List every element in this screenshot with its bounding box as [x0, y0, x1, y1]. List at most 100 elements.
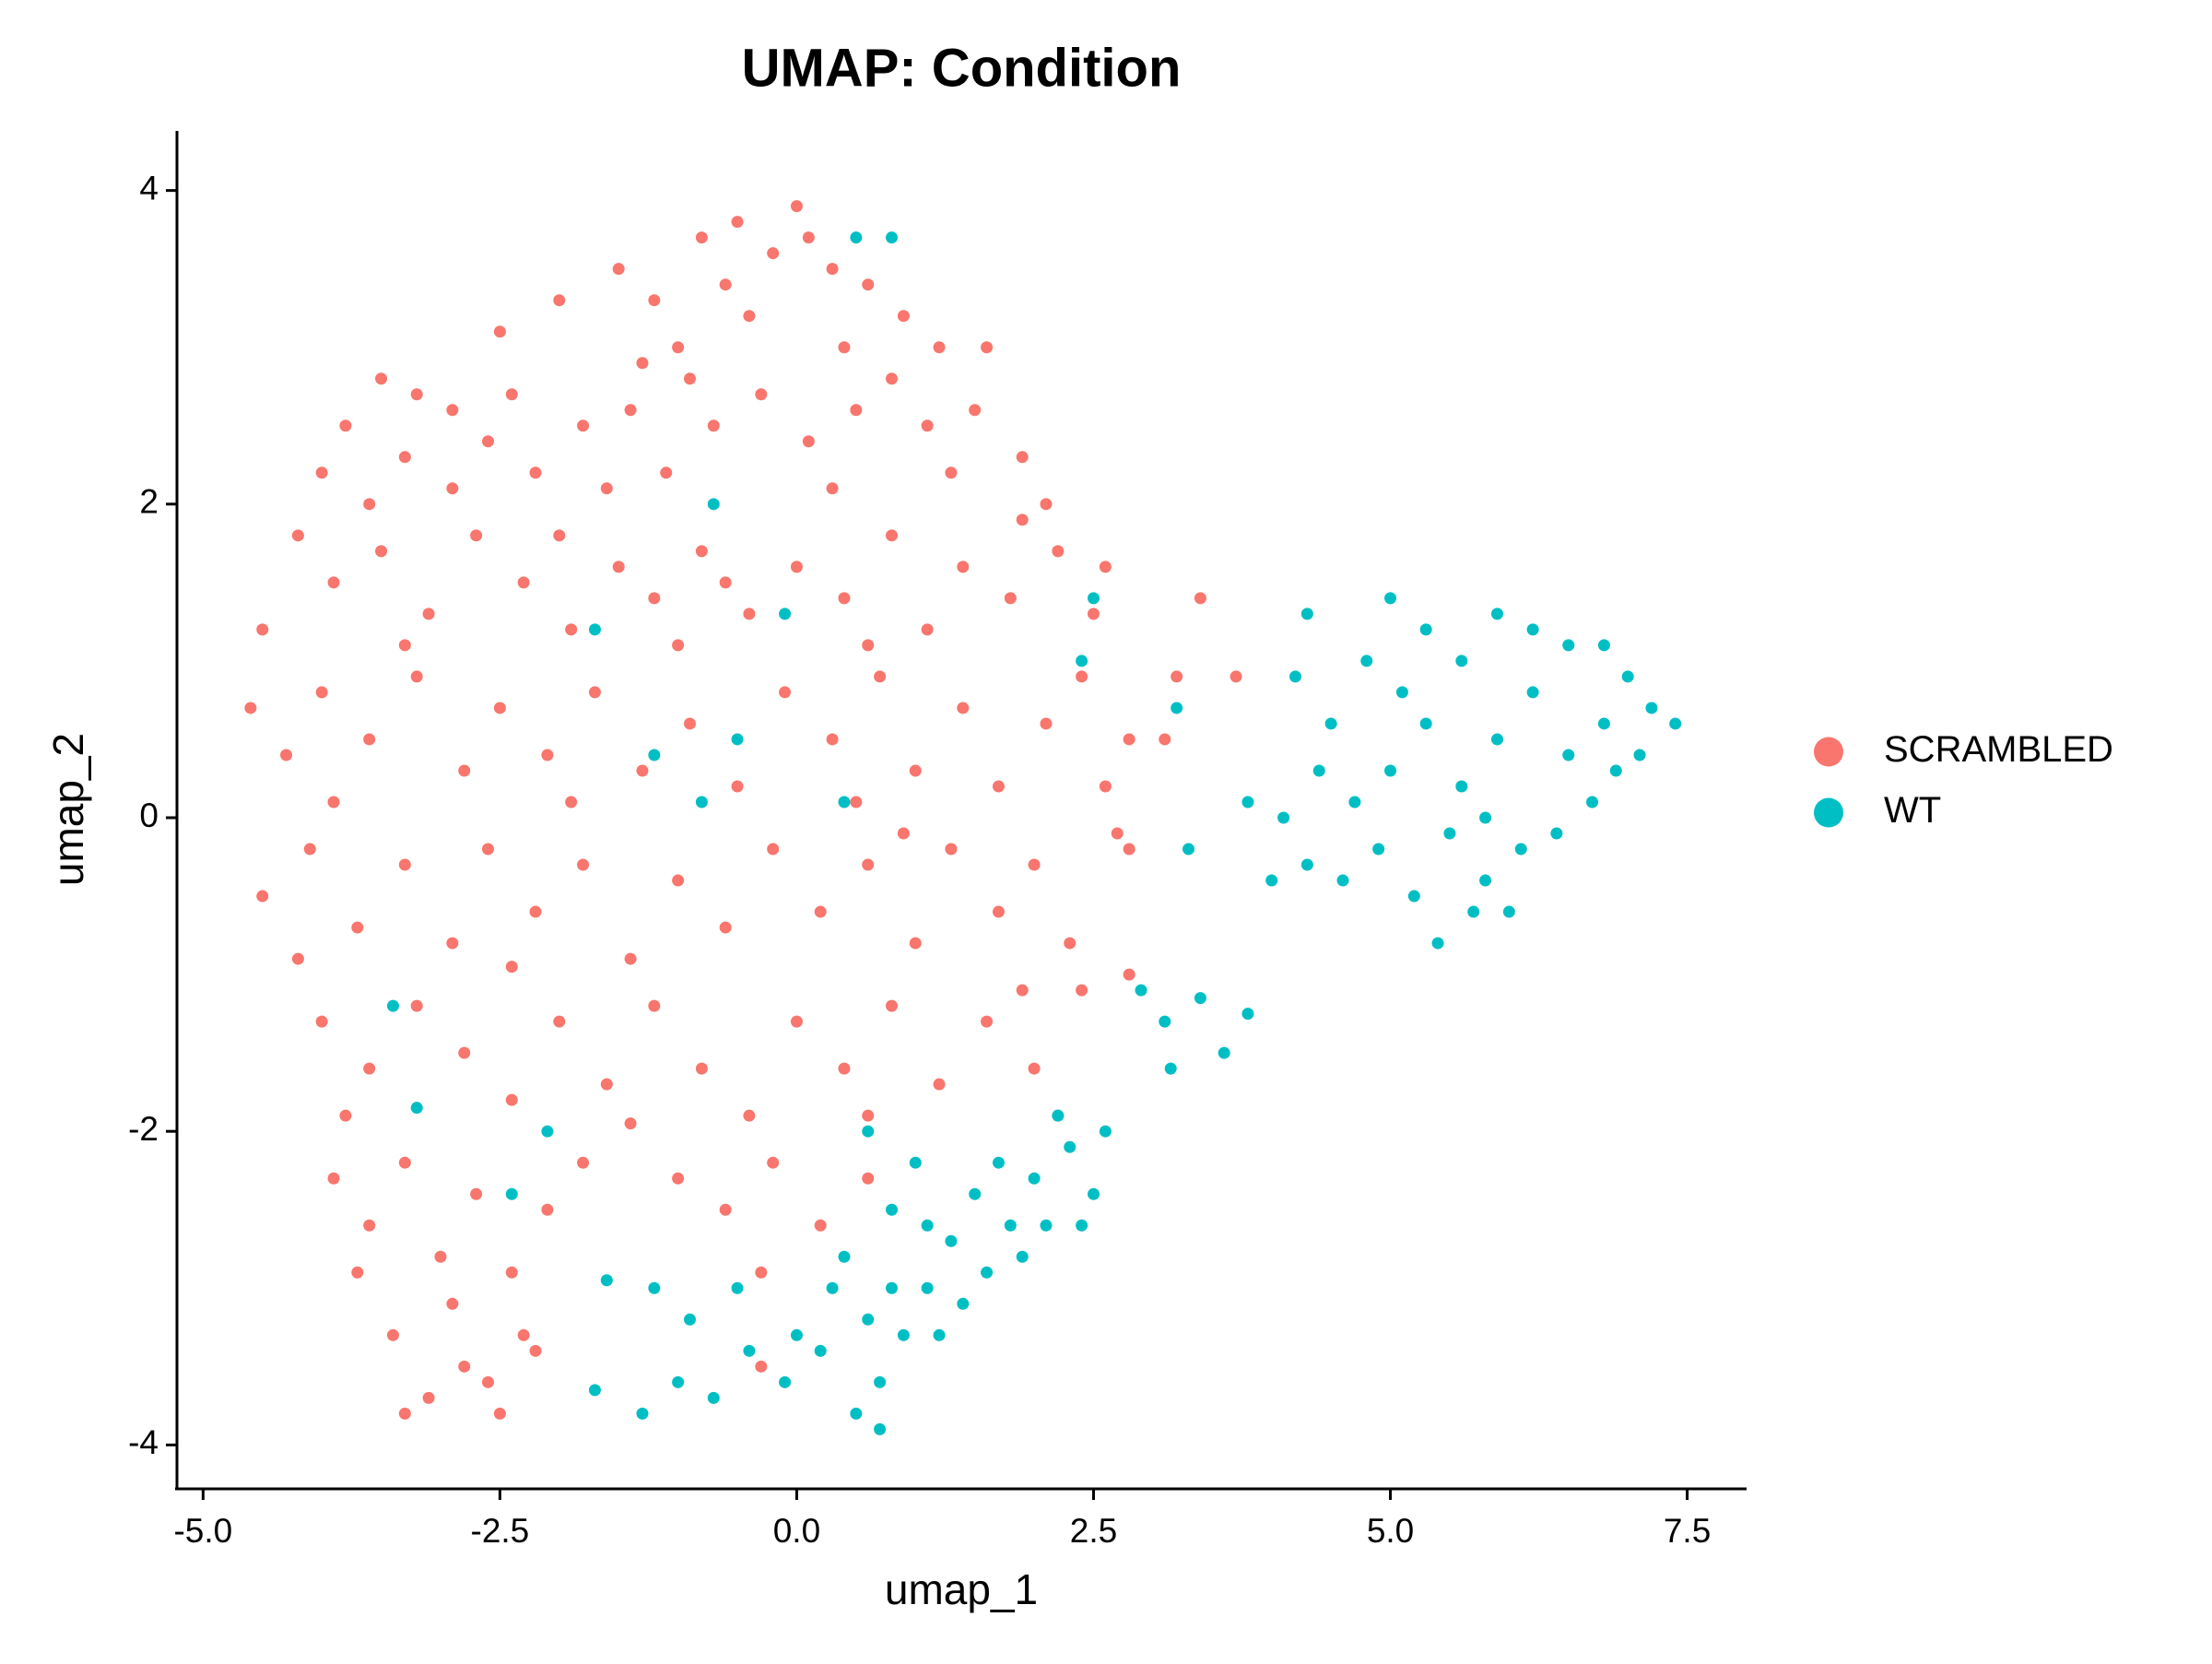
point [838, 1250, 851, 1263]
point [339, 1109, 352, 1122]
point [446, 1297, 459, 1310]
point [612, 561, 625, 573]
point [398, 1156, 411, 1169]
point [707, 1391, 720, 1404]
point [885, 372, 898, 385]
point [1099, 1125, 1112, 1138]
point [256, 623, 269, 636]
point [470, 1187, 483, 1200]
point [921, 419, 934, 432]
point [1076, 984, 1088, 997]
point [1526, 686, 1539, 699]
point [1123, 733, 1135, 746]
point [1621, 670, 1634, 683]
point [1395, 686, 1408, 699]
point [1028, 1062, 1041, 1075]
point [363, 1219, 376, 1232]
point [636, 764, 649, 777]
point [1550, 827, 1563, 840]
point [790, 1015, 803, 1028]
point [874, 670, 887, 683]
point [957, 1297, 970, 1310]
point [672, 341, 685, 354]
point [921, 1219, 934, 1232]
y-tick-label: -4 [128, 1423, 159, 1461]
point [862, 1109, 875, 1122]
legend-marker [1814, 797, 1843, 828]
point [695, 796, 708, 808]
point [1016, 513, 1029, 526]
point [1099, 561, 1112, 573]
point [422, 1391, 435, 1404]
point [458, 1046, 471, 1059]
point [1040, 717, 1053, 730]
point [672, 1375, 685, 1388]
point [862, 858, 875, 871]
point [410, 670, 423, 683]
point [375, 372, 388, 385]
x-tick-label: 5.0 [1367, 1512, 1414, 1550]
point [577, 858, 590, 871]
point [1490, 733, 1503, 746]
point [850, 1407, 863, 1420]
point [386, 1328, 399, 1341]
point [885, 1203, 898, 1216]
y-tick-label: 0 [139, 797, 159, 834]
point [695, 231, 708, 244]
point [660, 466, 673, 479]
point [303, 843, 316, 856]
point [1087, 608, 1100, 620]
point [790, 561, 803, 573]
x-axis-title: umap_1 [885, 1565, 1038, 1613]
point [517, 576, 530, 589]
point [1597, 717, 1610, 730]
point [493, 325, 506, 338]
legend-label: WT [1884, 790, 1941, 831]
point [588, 623, 601, 636]
point [719, 1203, 732, 1216]
point [434, 1250, 447, 1263]
point [1562, 749, 1575, 761]
point [612, 263, 625, 276]
point [731, 1281, 744, 1294]
point [1052, 1109, 1065, 1122]
point [992, 1156, 1005, 1169]
point [1194, 992, 1206, 1005]
point [862, 639, 875, 652]
point [933, 1328, 946, 1341]
point [553, 529, 566, 542]
point [1052, 545, 1065, 558]
point [1218, 1046, 1230, 1059]
point [1171, 670, 1183, 683]
point [1431, 937, 1444, 950]
point [885, 529, 898, 542]
point [398, 639, 411, 652]
point [1099, 780, 1112, 793]
point [1087, 592, 1100, 605]
point [327, 1172, 340, 1185]
point [695, 1062, 708, 1075]
point [505, 961, 518, 974]
x-tick-label: 0.0 [773, 1512, 820, 1550]
point [398, 1407, 411, 1420]
point [446, 404, 459, 417]
point [719, 921, 732, 934]
x-tick-label: -5.0 [173, 1512, 232, 1550]
point [1230, 670, 1242, 683]
point [505, 1187, 518, 1200]
point [410, 1102, 423, 1115]
point [1076, 1219, 1088, 1232]
point [1016, 984, 1029, 997]
point [1016, 1250, 1029, 1263]
y-tick-label: 2 [139, 483, 159, 521]
point [850, 231, 863, 244]
point [779, 1375, 792, 1388]
point [743, 608, 756, 620]
point [1076, 670, 1088, 683]
point [577, 1156, 590, 1169]
point [256, 890, 269, 903]
point [505, 1093, 518, 1106]
point [1455, 655, 1468, 667]
point [826, 1281, 839, 1294]
point [731, 733, 744, 746]
